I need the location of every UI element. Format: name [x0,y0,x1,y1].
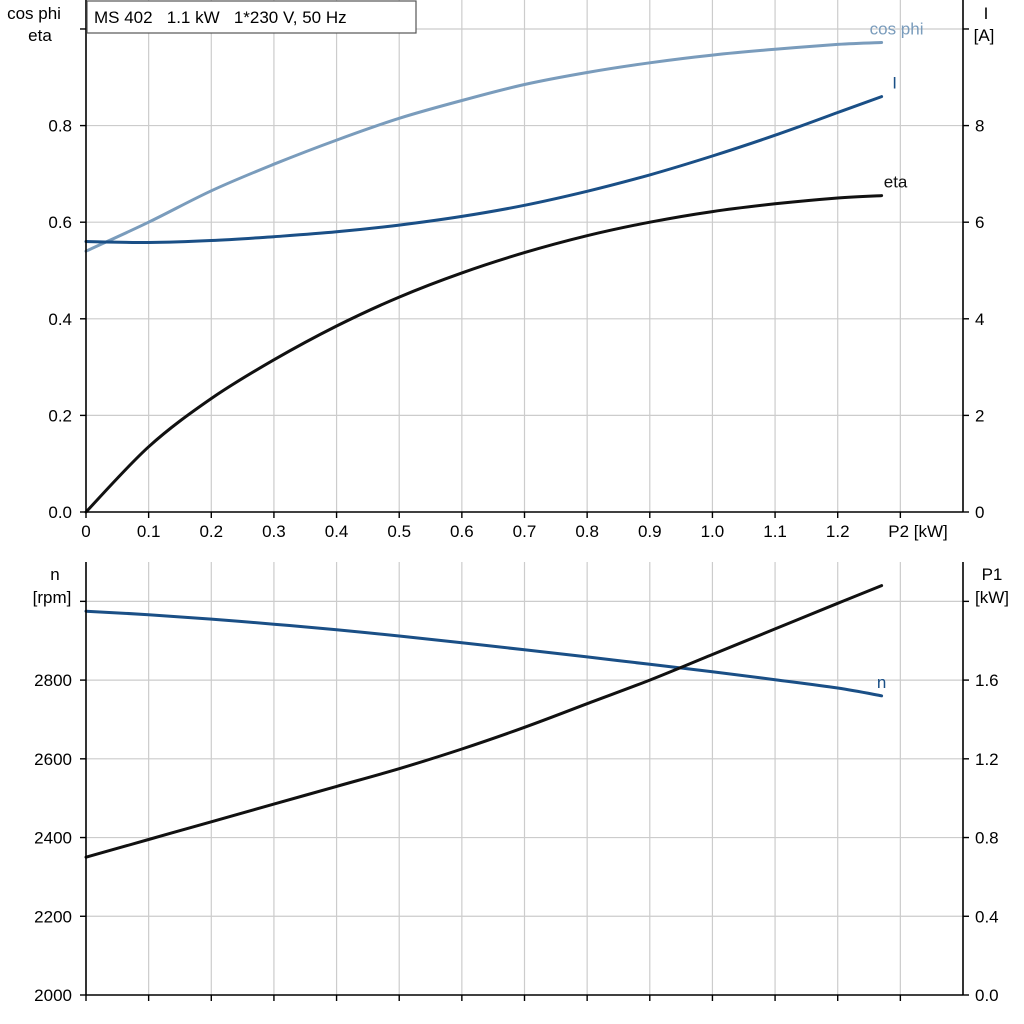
bottom-left-ylabel-2: [rpm] [33,588,72,607]
x-tick-label: 0 [81,522,90,541]
left-tick-label: 0.0 [48,503,72,522]
x-axis-label: P2 [kW] [888,522,948,541]
top-grid [86,0,963,512]
right-tick-label: 1.2 [975,750,999,769]
x-tick-label: 0.7 [513,522,537,541]
x-tick-label: 1.0 [701,522,725,541]
left-tick-label: 2200 [34,907,72,926]
right-tick-label: 1.6 [975,671,999,690]
bottom-right-ylabel-1: P1 [982,565,1003,584]
left-tick-label: 2600 [34,750,72,769]
right-tick-label: 0 [975,503,984,522]
x-tick-label: 0.4 [325,522,349,541]
legend-box-frame [86,0,417,34]
x-tick-label: 0.9 [638,522,662,541]
x-tick-label: 1.1 [763,522,787,541]
x-tick-label: 1.2 [826,522,850,541]
series-line-p1 [84,584,884,859]
bottom-left-ylabel-1: n [50,565,59,584]
series-label-n: n [877,673,886,692]
right-tick-label: 2 [975,406,984,425]
legend-box-text: MS 402 1.1 kW 1*230 V, 50 Hz [94,8,347,27]
series-line-i [84,95,884,245]
bottom-grid [86,562,963,995]
top-ticks: 0.0 0.2 0.4 0.6 0.8 0 2 4 6 8 0 0.1 0.2 0.3 0.4 0.5 0.6 0… [48,28,984,541]
left-tick-label: 2800 [34,671,72,690]
top-left-ylabel-1: cos phi [7,4,61,23]
x-tick-label: 0.1 [137,522,161,541]
left-tick-label: 0.4 [48,310,72,329]
left-tick-label: 0.2 [48,406,72,425]
left-tick-label: 0.8 [48,117,72,136]
bottom-ticks: 2000 2200 2400 2600 2800 0.0 0.4 0.8 1.2 1.6 [34,600,999,1005]
series-line-eta [84,194,884,514]
right-tick-label: 8 [975,117,984,136]
top-right-ylabel-2: [A] [974,26,995,45]
x-tick-label: 0.3 [262,522,286,541]
x-tick-label: 0.6 [450,522,474,541]
right-tick-label: 0.4 [975,907,999,926]
bottom-curves: n [84,584,886,859]
series-label-cos-phi: cos phi [870,20,924,39]
left-tick-label: 2000 [34,986,72,1005]
right-tick-label: 0.0 [975,986,999,1005]
left-tick-label: 0.6 [48,213,72,232]
top-left-ylabel-2: eta [28,26,52,45]
series-line-n [84,609,884,698]
series-line-cos-phi [84,41,884,253]
bottom-right-ylabel-2: [kW] [975,588,1009,607]
top-right-ylabel-1: I [984,4,989,23]
x-tick-label: 0.5 [387,522,411,541]
left-tick-label: 2400 [34,829,72,848]
x-tick-label: 0.8 [575,522,599,541]
right-tick-label: 0.8 [975,829,999,848]
series-label-eta: eta [884,173,908,192]
series-label-i: I [892,74,897,93]
right-tick-label: 4 [975,310,984,329]
x-tick-label: 0.2 [199,522,223,541]
legend-box: MS 402 1.1 kW 1*230 V, 50 Hz [86,0,417,34]
right-tick-label: 6 [975,213,984,232]
